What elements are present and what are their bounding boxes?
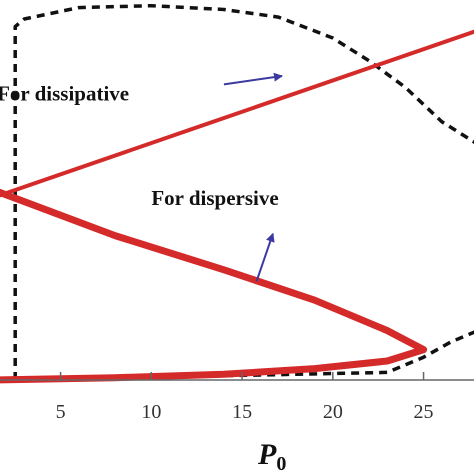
x-tick-label-20: 20	[323, 401, 343, 423]
annotation-2-arrow	[255, 232, 275, 282]
x-axis-title: P0	[257, 438, 286, 474]
x-tick-label-25: 25	[414, 401, 434, 423]
annotation-layer: For dissipative For dispersive	[0, 72, 283, 282]
x-axis-title-main: P	[257, 438, 277, 471]
annotation-2-label: For dispersive	[151, 186, 278, 210]
x-tick-label-5: 5	[56, 401, 66, 423]
series-2-line	[15, 330, 474, 382]
axis-layer: 5 10 15 20 25	[0, 372, 474, 423]
x-tick-label-10: 10	[141, 401, 161, 423]
series-4-line	[0, 188, 428, 384]
x-tick-label-15: 15	[232, 401, 252, 423]
annotation-1-label: For dissipative	[0, 82, 129, 106]
x-axis-title-subscript: 0	[276, 453, 286, 474]
series-1-line	[13, 3, 474, 380]
series-3-line	[0, 29, 474, 198]
annotation-1-arrow	[223, 72, 283, 86]
series-layer	[0, 3, 474, 384]
